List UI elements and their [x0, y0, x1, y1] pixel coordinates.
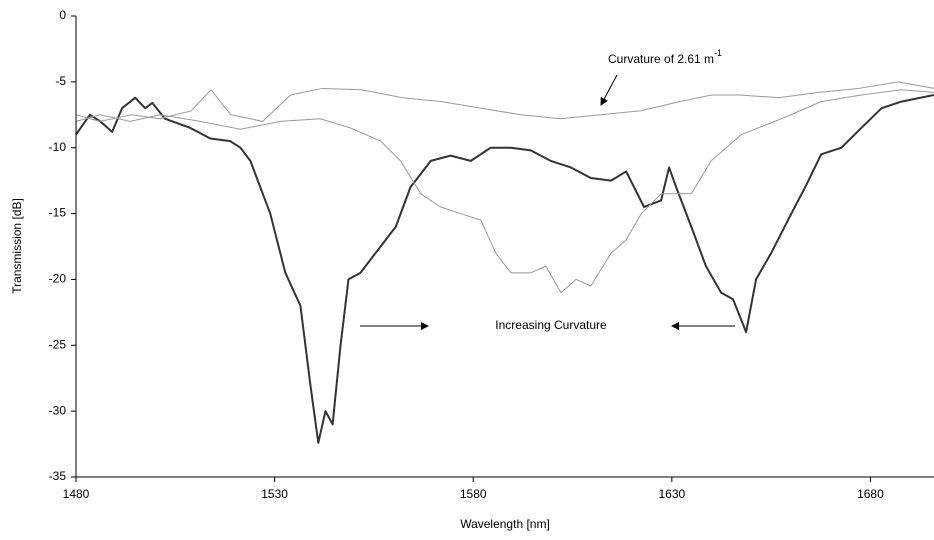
- line-series: [75, 89, 934, 294]
- y-tick-label: -30: [49, 403, 67, 417]
- x-tick-label: 1680: [857, 487, 884, 501]
- plot-area: [75, 81, 934, 444]
- x-tick-label: 1530: [261, 487, 288, 501]
- y-tick-label: -20: [49, 272, 67, 286]
- x-tick-label: 1630: [658, 487, 685, 501]
- y-tick-label: -15: [49, 206, 67, 220]
- line-series: [75, 81, 934, 122]
- annotation-superscript: -1: [714, 48, 722, 58]
- line-series: [75, 94, 934, 444]
- annotation-arrow: [600, 74, 618, 106]
- y-tick-label: 0: [59, 8, 66, 22]
- y-tick-label: -35: [49, 469, 67, 483]
- annotation: Curvature of 2.61 m-1: [608, 48, 722, 66]
- x-tick-label: 1580: [460, 487, 487, 501]
- annotation: Increasing Curvature: [495, 318, 607, 332]
- y-axis-title: Transmission [dB]: [10, 198, 24, 294]
- annotation-text: Curvature of 2.61 m: [608, 52, 714, 66]
- y-tick-label: -5: [55, 74, 66, 88]
- y-tick-label: -25: [49, 337, 67, 351]
- x-tick-label: 1480: [63, 487, 90, 501]
- y-tick-label: -10: [49, 140, 67, 154]
- x-axis-title: Wavelength [nm]: [460, 517, 550, 531]
